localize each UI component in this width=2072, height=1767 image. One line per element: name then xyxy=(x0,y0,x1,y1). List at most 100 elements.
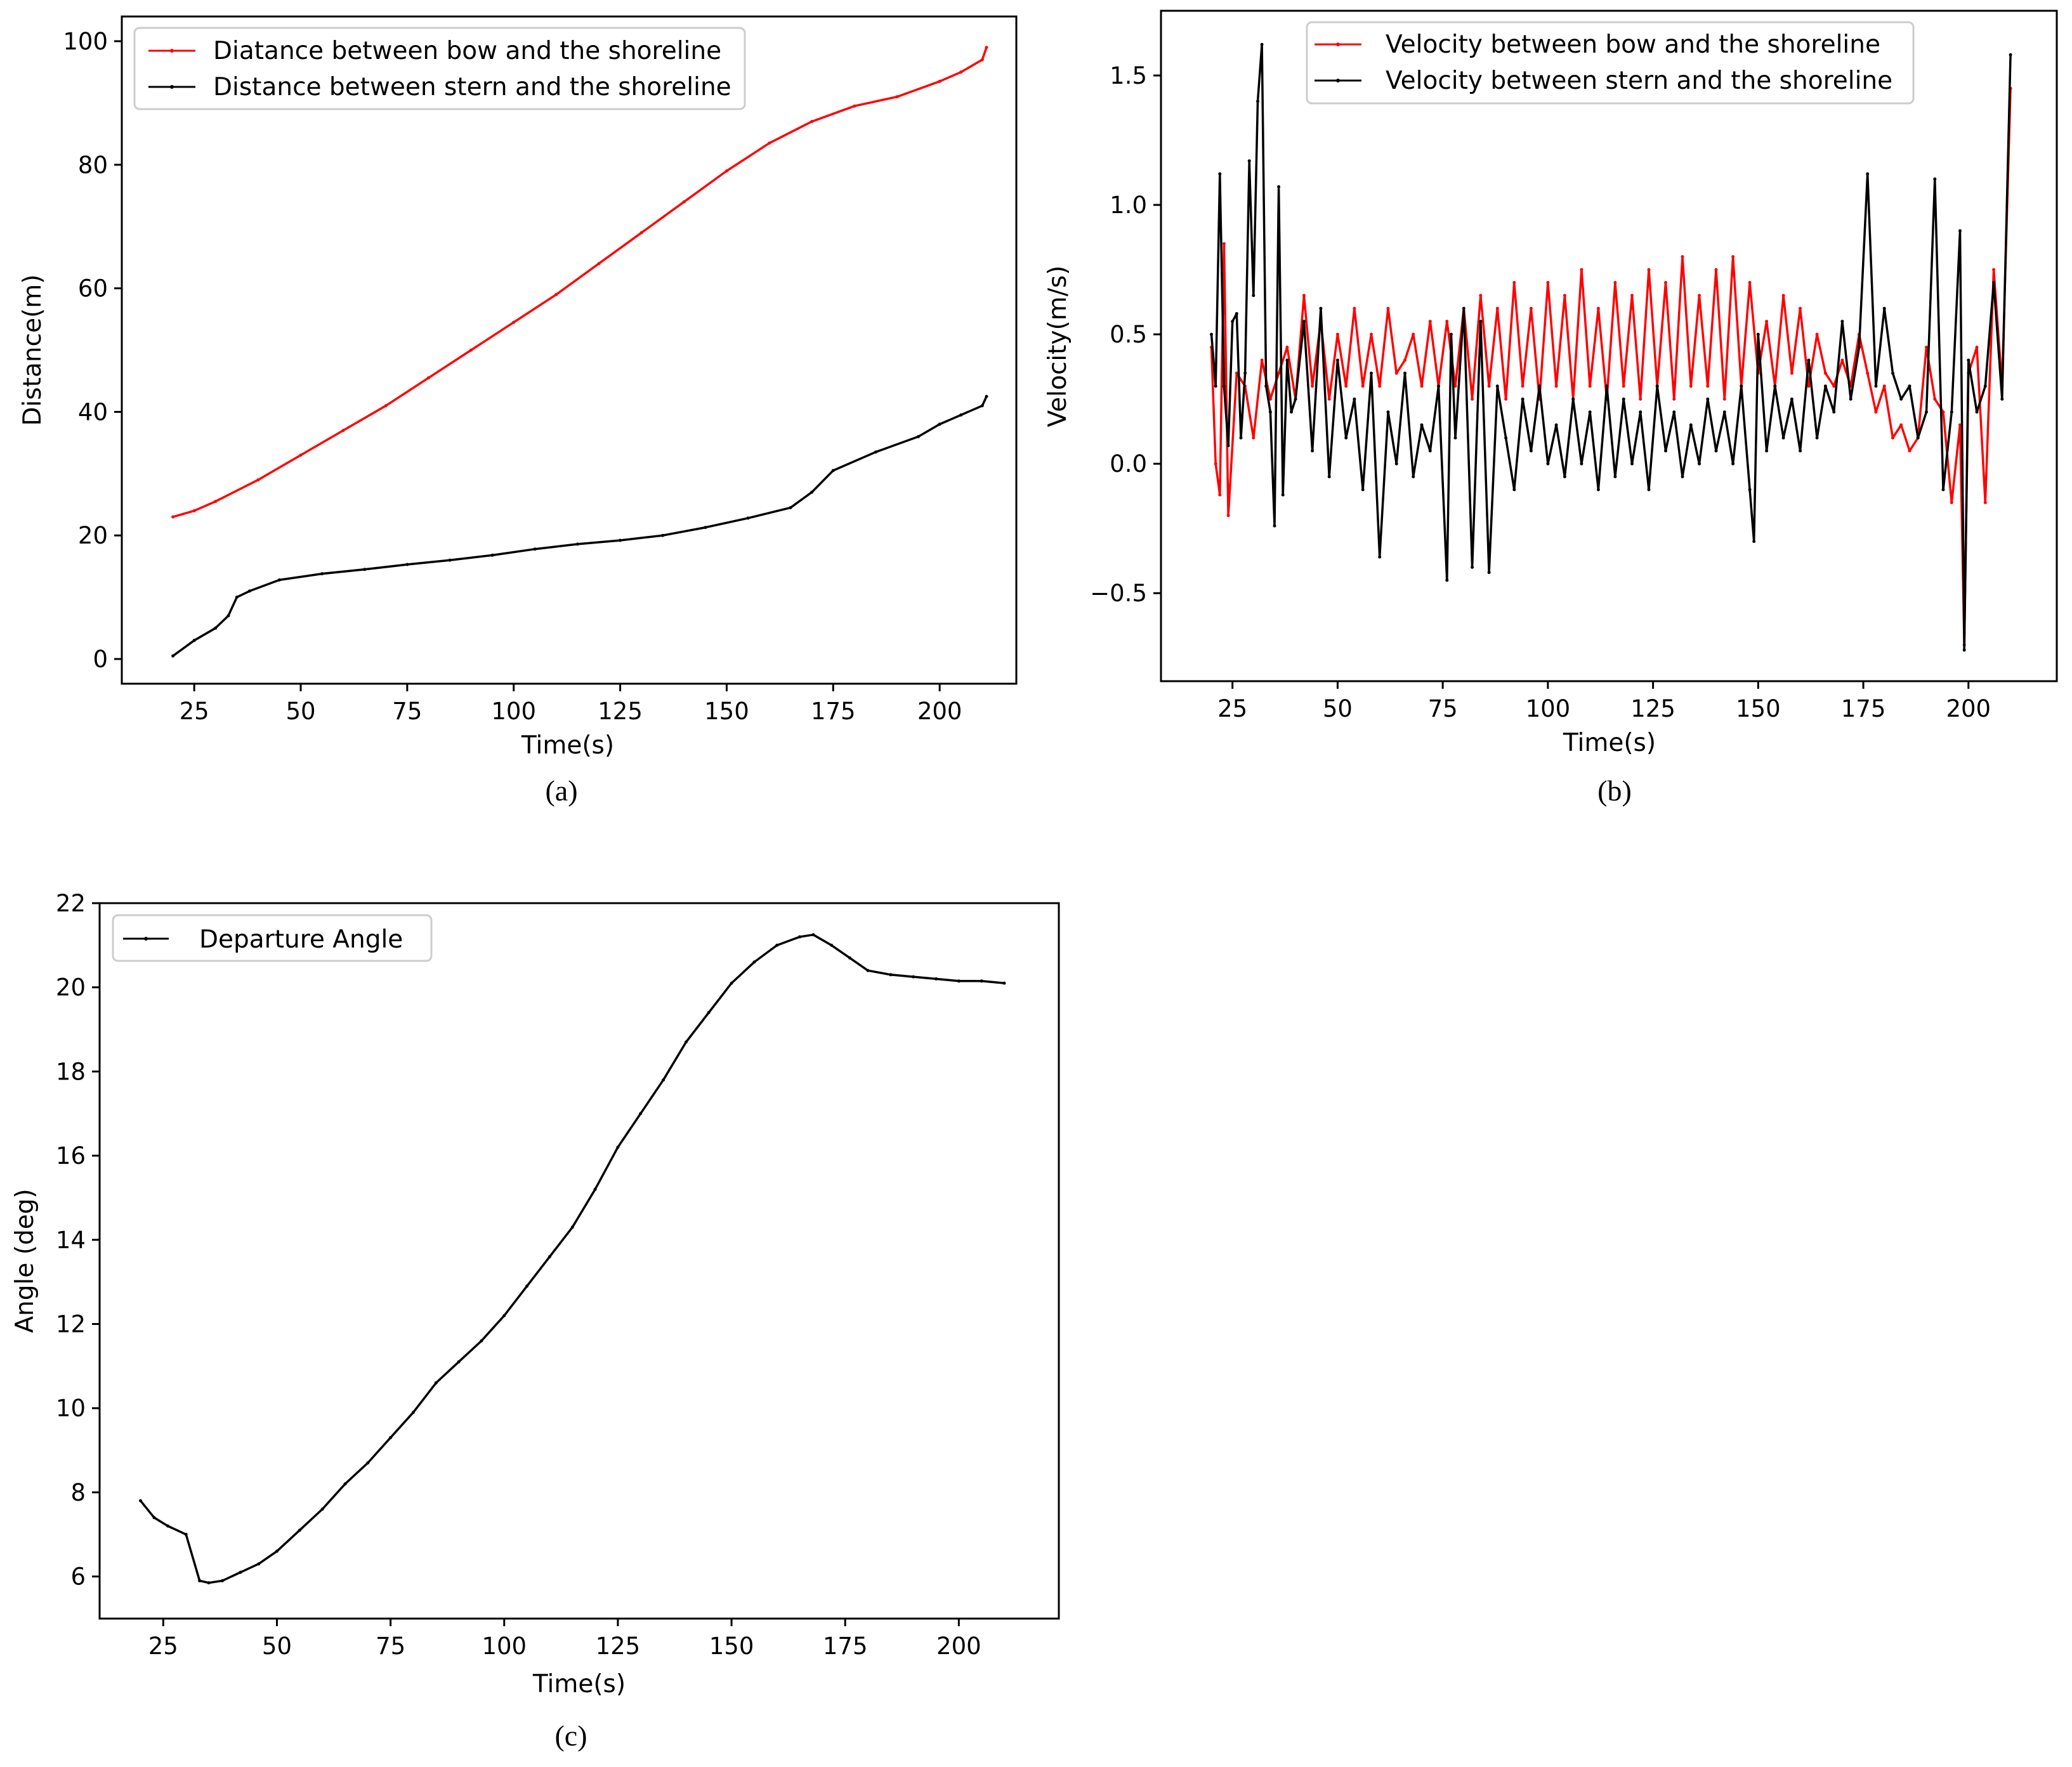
panel-b-series-0-point-58 xyxy=(1681,255,1684,259)
panel-b-series-1-point-83 xyxy=(1807,358,1811,362)
panel-c-series-0-point-13 xyxy=(366,1461,370,1464)
panel-a-series-1-point-25 xyxy=(980,404,984,408)
panel-b-series-0-point-61 xyxy=(1706,384,1710,388)
panel-b-series-1-point-92 xyxy=(1882,306,1886,310)
panel-b-series-1-point-29 xyxy=(1370,371,1373,375)
panel-b-series-1-point-98 xyxy=(1933,177,1937,181)
panel-b-y-tick-label-2: 0.5 xyxy=(1110,321,1147,348)
panel-b-legend-label-stern: Velocity between stern and the shoreline xyxy=(1386,67,1892,95)
panel-b-x-tick-label-200: 200 xyxy=(1946,695,1991,722)
panel-b-series-0-point-18 xyxy=(1344,384,1348,388)
panel-a-series-0-point-17 xyxy=(853,104,856,108)
panel-b-series-0-point-44 xyxy=(1563,294,1566,297)
panel-c-plot-frame xyxy=(98,902,1060,1620)
panel-a-series-line-0 xyxy=(173,47,988,518)
panel-a-plot-frame xyxy=(121,15,1018,685)
panel-b-series-1-point-87 xyxy=(1840,320,1844,323)
panel-b-series-1-point-21 xyxy=(1302,320,1306,323)
panel-c-legend: Departure Angle xyxy=(112,914,433,962)
panel-a-series-1-point-24 xyxy=(959,413,963,417)
panel-b-series-0-point-17 xyxy=(1335,332,1339,336)
panel-b-series-1-point-10 xyxy=(1252,294,1256,297)
panel-c-series-0-point-1 xyxy=(152,1516,156,1520)
panel-c-x-tick-label-75: 75 xyxy=(376,1633,405,1660)
panel-a: 25 50 75 100 125 150 175 200 0 20 40 60 80 100 Time(s… xyxy=(18,15,1018,807)
panel-b-series-1-point-25 xyxy=(1335,358,1339,362)
panel-b-series-1-point-3 xyxy=(1222,384,1226,388)
panel-b-x-tick-label-125: 125 xyxy=(1630,695,1675,722)
panel-b-series-0-point-71 xyxy=(1790,371,1793,375)
panel-b-y-tick-label-4: 1.5 xyxy=(1110,62,1147,89)
panel-b-series-1-point-0 xyxy=(1210,332,1213,336)
panel-a-series-1-point-3 xyxy=(226,614,230,618)
panel-b-series-1-point-38 xyxy=(1445,578,1449,582)
panel-a-legend-marker-stern xyxy=(170,85,174,89)
panel-c-series-0-point-5 xyxy=(207,1581,211,1585)
panel-b-series-1-point-28 xyxy=(1361,488,1365,492)
panel-b-series-1-point-82 xyxy=(1799,449,1802,453)
panel-b-series-0-point-84 xyxy=(1899,423,1903,427)
panel-b-series-0-point-36 xyxy=(1495,306,1499,310)
panel-a-ticks: 25 50 75 100 125 150 175 200 0 20 40 60 80 100 xyxy=(63,28,962,725)
panel-b-series-0-point-5 xyxy=(1235,371,1238,375)
panel-c-x-axis-label: Time(s) xyxy=(532,1670,626,1699)
panel-b-series-0-point-59 xyxy=(1689,384,1693,388)
panel-b-series-0-point-70 xyxy=(1781,294,1785,297)
panel-b-series-1-point-43 xyxy=(1479,320,1483,323)
panel-a-series-1-point-7 xyxy=(320,572,324,576)
panel-b-series-1-point-76 xyxy=(1752,540,1756,544)
panel-b-series-1-point-44 xyxy=(1487,571,1491,575)
panel-a-x-axis-label: Time(s) xyxy=(521,731,614,760)
panel-a-x-tick-label-100: 100 xyxy=(491,698,536,725)
panel-b-series-1-point-39 xyxy=(1449,332,1453,336)
panel-b-series-0-point-24 xyxy=(1394,371,1398,375)
panel-b-series-1-point-14 xyxy=(1268,410,1272,414)
panel-c-series-0-point-33 xyxy=(811,933,815,937)
panel-a-y-tick-label-0: 0 xyxy=(93,646,108,673)
panel-a-caption: (a) xyxy=(545,774,577,807)
panel-b-series-1-point-72 xyxy=(1722,410,1726,414)
panel-c-series-0-point-39 xyxy=(934,977,938,981)
panel-b-series-1-point-18 xyxy=(1285,358,1289,362)
panel-b-series-0-point-48 xyxy=(1596,306,1600,310)
panel-c-series-0-point-28 xyxy=(707,1011,711,1014)
panel-b-series-1-point-46 xyxy=(1504,436,1508,440)
panel-b-series-0-point-22 xyxy=(1378,384,1382,388)
panel-b-x-tick-label-25: 25 xyxy=(1217,695,1247,722)
panel-b-series-1-point-96 xyxy=(1916,436,1920,440)
panel-c-series-0-point-34 xyxy=(830,943,834,947)
panel-c-series-0-point-21 xyxy=(548,1255,551,1258)
panel-b-series-1-point-60 xyxy=(1622,397,1625,401)
panel-b-series-0-point-96 xyxy=(1992,268,1996,271)
panel-a-series-1-point-11 xyxy=(490,553,494,557)
panel-b-series-1-point-81 xyxy=(1790,397,1793,401)
panel-b-series-1-point-85 xyxy=(1823,384,1827,388)
panel-c-x-tick-label-175: 175 xyxy=(823,1633,868,1660)
panel-b-legend-marker-stern xyxy=(1336,79,1340,82)
panel-b-x-tick-label-175: 175 xyxy=(1841,695,1886,722)
panel-b-series-1-point-26 xyxy=(1344,436,1348,440)
panel-a-series-0-point-4 xyxy=(299,453,303,457)
panel-c-series-0-point-32 xyxy=(798,935,801,939)
panel-b-legend-box xyxy=(1306,21,1915,105)
panel-a-legend: Diatance between bow and the shoreline D… xyxy=(133,27,746,110)
panel-c-series-0-point-36 xyxy=(866,968,870,972)
panel-b-series-1-point-102 xyxy=(1962,648,1966,652)
panel-b-legend-marker-bow xyxy=(1336,42,1340,46)
panel-b-series-0-point-52 xyxy=(1630,294,1634,297)
panel-b-series-0-point-80 xyxy=(1866,371,1870,375)
panel-b-series-1-point-51 xyxy=(1546,462,1550,466)
panel-b-series-1-point-64 xyxy=(1655,384,1659,388)
panel-c-series-0-point-2 xyxy=(166,1524,169,1528)
panel-b-series-0-point-1 xyxy=(1214,462,1217,466)
panel-a-series-0-point-14 xyxy=(725,169,728,173)
panel-c-series-0-point-17 xyxy=(457,1360,461,1364)
panel-b-series-1-point-108 xyxy=(2009,53,2012,56)
panel-b-series-0-point-9 xyxy=(1268,397,1272,401)
panel-b-series-1-point-27 xyxy=(1353,397,1356,401)
panel-b-series-1-point-99 xyxy=(1941,488,1945,492)
panel-c-series-0-point-16 xyxy=(434,1381,438,1385)
panel-c-series-0-point-37 xyxy=(889,973,893,977)
panel-c-y-tick-label-7: 20 xyxy=(56,974,86,1001)
panel-c-series-0-point-19 xyxy=(502,1314,506,1317)
